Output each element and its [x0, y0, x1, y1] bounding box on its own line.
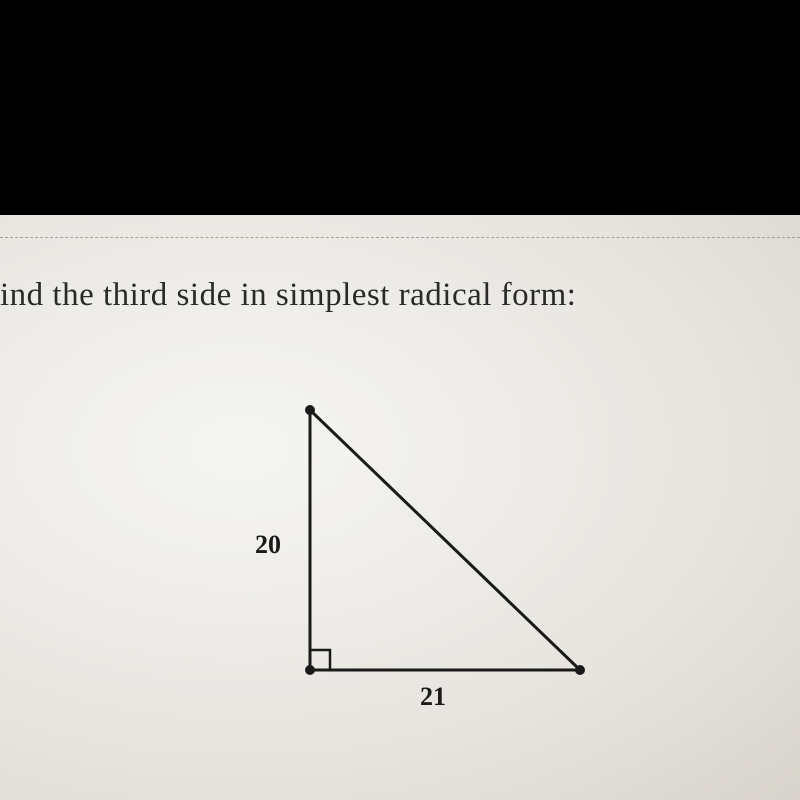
problem-screen: ind the third side in simplest radical f…: [0, 215, 800, 800]
side-label-horizontal: 21: [420, 682, 446, 712]
triangle-side-hypotenuse: [310, 410, 580, 670]
vertex-bottom-right: [575, 665, 585, 675]
section-divider: [0, 237, 800, 238]
problem-statement: ind the third side in simplest radical f…: [0, 277, 576, 314]
vertex-bottom-left: [305, 665, 315, 675]
triangle-figure: 20 21: [255, 400, 615, 740]
vertex-top: [305, 405, 315, 415]
side-label-vertical: 20: [255, 530, 281, 560]
